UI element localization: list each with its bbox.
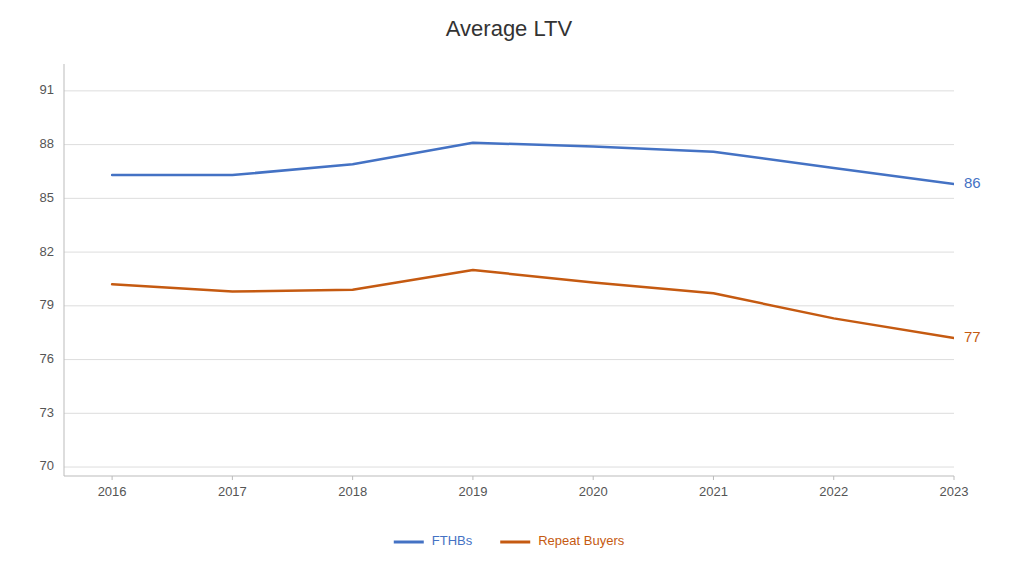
x-tick-label: 2019 bbox=[458, 484, 487, 499]
grid-line bbox=[64, 305, 954, 306]
title: Average LTV bbox=[446, 16, 573, 41]
legend-item: FTHBs bbox=[394, 533, 473, 548]
y-tick-label: 76 bbox=[40, 351, 54, 366]
lines bbox=[112, 143, 954, 338]
x-tick bbox=[593, 476, 594, 480]
background bbox=[0, 0, 1024, 576]
x-tick bbox=[713, 476, 714, 480]
annotations: 86 77 bbox=[964, 174, 981, 345]
x-tick-label: 2018 bbox=[338, 484, 367, 499]
y-tick-label: 70 bbox=[40, 458, 54, 473]
series-line bbox=[112, 143, 954, 184]
x-tick-label: 2016 bbox=[98, 484, 127, 499]
x-tick-label: 2023 bbox=[940, 484, 969, 499]
end-label: 77 bbox=[964, 328, 981, 345]
legend-swatch bbox=[394, 541, 424, 544]
x-tick bbox=[954, 476, 955, 480]
legend-label: Repeat Buyers bbox=[538, 533, 624, 548]
y-tick-label: 82 bbox=[40, 244, 54, 259]
legend: FTHBs Repeat Buyers bbox=[394, 533, 625, 548]
y-axis-line bbox=[64, 64, 65, 476]
x-tick bbox=[112, 476, 113, 480]
x-tick bbox=[352, 476, 353, 480]
x-tick bbox=[833, 476, 834, 480]
y-tick-label: 88 bbox=[40, 136, 54, 151]
legend-label: FTHBs bbox=[432, 533, 473, 548]
grid-line bbox=[64, 90, 954, 91]
grid-line bbox=[64, 359, 954, 360]
x-tick-label: 2017 bbox=[218, 484, 247, 499]
legend-swatch bbox=[500, 541, 530, 544]
x-tick-label: 2021 bbox=[699, 484, 728, 499]
grid-line bbox=[64, 413, 954, 414]
x-tick bbox=[232, 476, 233, 480]
x-axis-line bbox=[64, 476, 954, 477]
x-tick-label: 2020 bbox=[579, 484, 608, 499]
y-tick-label: 85 bbox=[40, 190, 54, 205]
x-tick-label: 2022 bbox=[819, 484, 848, 499]
grid-line bbox=[64, 252, 954, 253]
chart: Average LTV70737679828588912016201720182… bbox=[0, 0, 1024, 576]
legend-item: Repeat Buyers bbox=[500, 533, 624, 548]
y-tick-label: 73 bbox=[40, 405, 54, 420]
end-label: 86 bbox=[964, 174, 981, 191]
grid-line bbox=[64, 467, 954, 468]
series-line bbox=[112, 270, 954, 338]
grid bbox=[64, 91, 954, 467]
y-tick-label: 91 bbox=[40, 82, 54, 97]
x-tick bbox=[472, 476, 473, 480]
grid-line bbox=[64, 198, 954, 199]
y-axis: 70 73 76 79 82 85 88 91 bbox=[40, 64, 64, 476]
y-tick-label: 79 bbox=[40, 297, 54, 312]
x-axis: 2016 2017 2018 2019 2020 2021 2022 2023 bbox=[64, 476, 968, 499]
